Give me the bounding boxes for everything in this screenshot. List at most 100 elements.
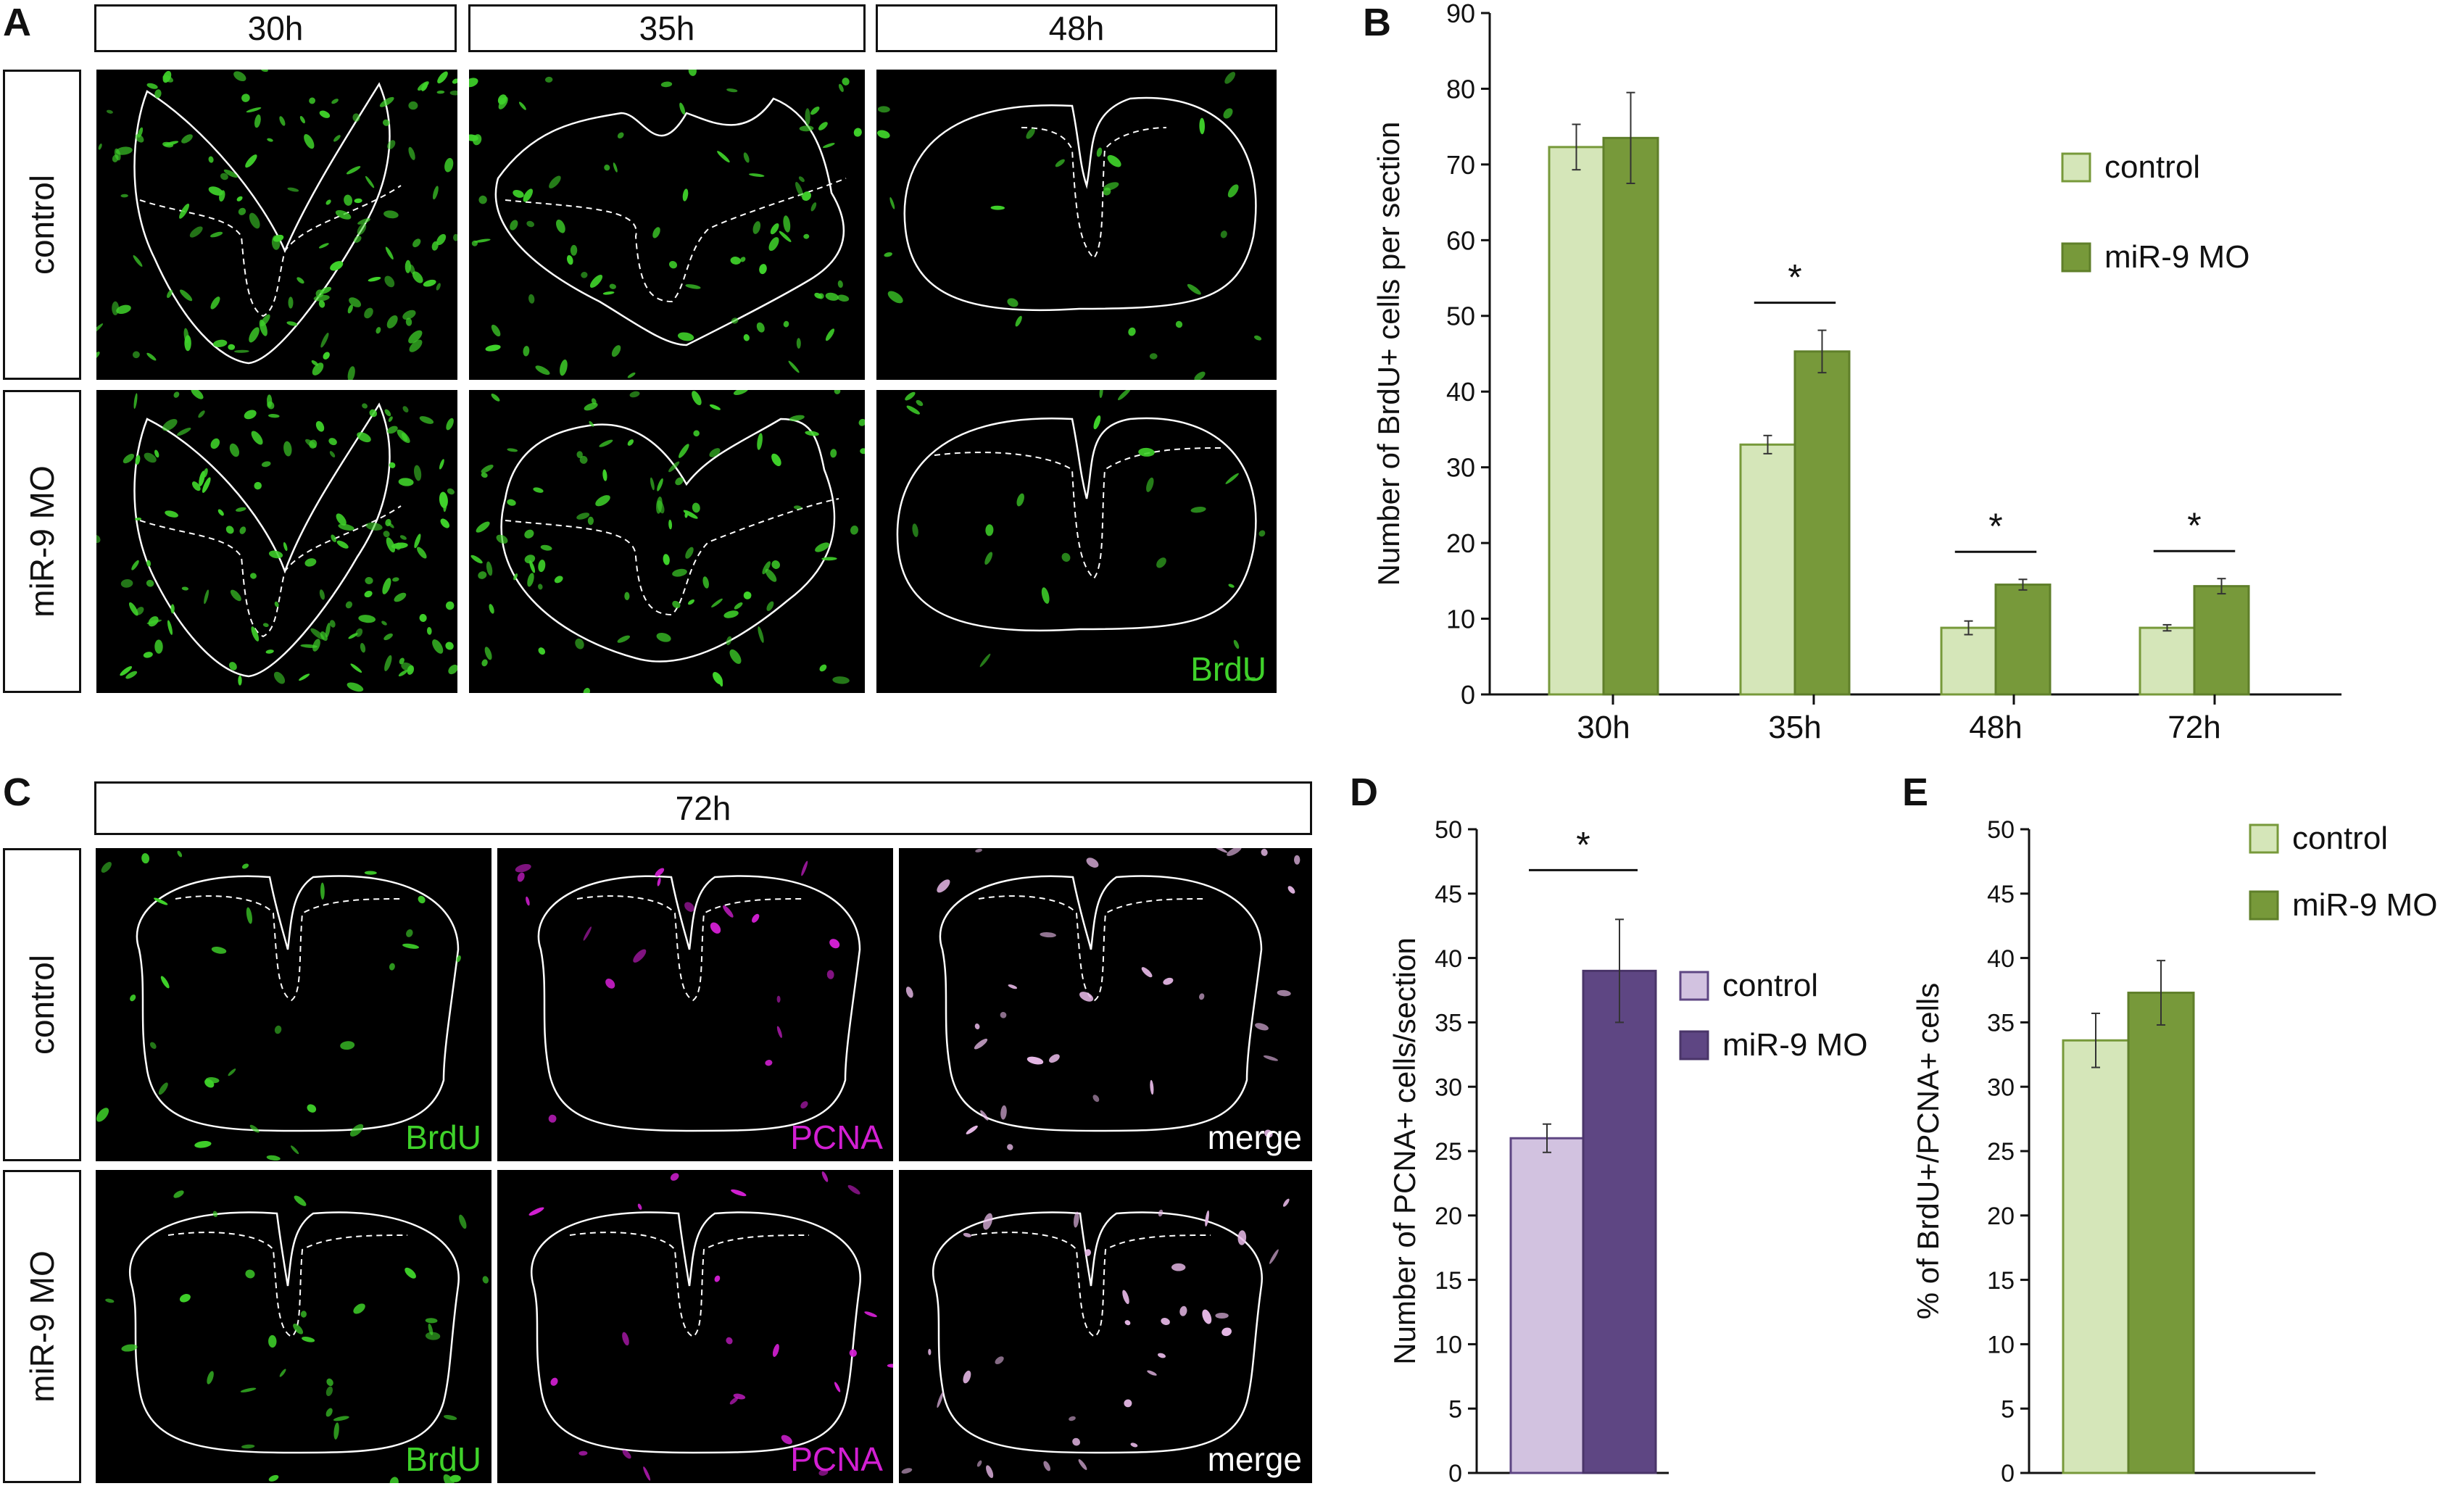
legend-swatch <box>1679 1030 1709 1060</box>
cell-signal <box>1099 390 1103 399</box>
y-tick-label: 5 <box>2001 1395 2015 1423</box>
cell-signal <box>349 1124 364 1137</box>
panel-a-image-48h-mo: BrdU <box>876 390 1277 693</box>
cell-signal <box>325 1408 333 1417</box>
cell-signal <box>822 143 835 149</box>
cell-signal <box>331 534 337 542</box>
cell-signal <box>829 939 840 949</box>
cell-signal <box>1293 855 1301 865</box>
cell-signal <box>405 1267 416 1279</box>
y-tick-label: 45 <box>1987 881 2015 908</box>
cell-signal <box>693 430 700 437</box>
panel-a-image-35h-mo <box>469 390 865 693</box>
cell-signal <box>471 240 478 246</box>
cell-signal <box>120 665 133 676</box>
cell-signal <box>318 243 329 249</box>
neural-tube-outline-icon <box>470 390 865 693</box>
cell-signal <box>1072 1437 1081 1446</box>
panel-c-image-mo-pcna: PCNA <box>497 1170 893 1483</box>
cell-signal <box>584 402 598 411</box>
cell-signal <box>304 133 315 149</box>
cell-signal <box>692 391 702 406</box>
cell-signal <box>244 410 257 420</box>
cell-signal <box>717 151 730 163</box>
cell-signal <box>245 154 257 168</box>
cell-signal <box>364 307 373 319</box>
cell-signal <box>545 76 553 83</box>
neural-tube-outline-icon <box>96 390 457 692</box>
cell-signal <box>383 531 390 538</box>
cell-signal <box>439 491 448 509</box>
legend-label: control <box>2104 149 2200 185</box>
cell-signal <box>795 181 803 197</box>
cell-signal <box>318 300 325 308</box>
cell-signal <box>233 71 246 82</box>
significance-star: * <box>1988 506 2002 547</box>
cell-signal <box>1190 507 1206 513</box>
cell-signal <box>656 632 671 642</box>
cell-signal <box>191 390 204 399</box>
cell-signal <box>425 1332 441 1340</box>
cell-signal <box>837 294 850 302</box>
cell-signal <box>1118 390 1131 401</box>
cell-signal <box>384 409 391 417</box>
cell-signal <box>1041 587 1050 604</box>
cell-signal <box>251 626 260 642</box>
neural-tube-outline-icon <box>896 390 1266 681</box>
neural-tube-outline-icon <box>528 1171 893 1481</box>
cell-signal <box>365 522 383 531</box>
cell-signal <box>320 882 325 900</box>
cell-signal <box>802 191 811 202</box>
cell-signal <box>133 254 143 267</box>
cell-signal <box>1122 1290 1129 1305</box>
cell-signal <box>146 560 152 567</box>
cell-signal <box>605 979 615 989</box>
cell-signal <box>443 1415 457 1420</box>
y-tick-label: 10 <box>1435 1332 1462 1359</box>
cell-signal <box>799 125 814 132</box>
cell-signal <box>805 431 819 436</box>
cell-signal <box>414 534 421 549</box>
cell-signal <box>354 198 362 204</box>
cell-signal <box>583 926 592 941</box>
cell-signal <box>116 304 131 315</box>
cell-signal <box>672 568 687 577</box>
cell-signal <box>1212 848 1228 853</box>
cell-signal <box>887 291 903 304</box>
cell-signal <box>199 470 205 486</box>
bar-control-48h <box>1940 626 1997 696</box>
panel-c-image-mo-merge: merge <box>899 1170 1312 1483</box>
cell-signal <box>481 659 488 667</box>
cell-signal <box>679 102 686 115</box>
cell-signal <box>96 1108 109 1122</box>
legend-swatch <box>2249 890 2279 921</box>
cell-signal <box>629 391 640 398</box>
y-tick-label: 50 <box>1446 302 1475 331</box>
cell-signal <box>937 879 950 893</box>
cell-signal <box>194 1141 212 1148</box>
cell-signal <box>146 579 154 587</box>
cell-signal <box>554 576 563 584</box>
cell-signal <box>250 573 257 579</box>
y-axis-label: % of BrdU+/PCNA+ cells <box>1911 983 1945 1320</box>
brdu-stain-label: BrdU <box>1190 650 1266 688</box>
cell-signal <box>364 871 377 875</box>
cell-signal <box>311 360 318 366</box>
cell-signal <box>491 324 501 337</box>
cell-signal <box>315 289 324 298</box>
y-tick-label: 40 <box>1987 945 2015 973</box>
cell-signal <box>748 173 765 178</box>
cell-signal <box>325 1386 333 1396</box>
cell-signal <box>241 1444 255 1449</box>
cell-signal <box>756 322 765 333</box>
cell-signal <box>360 643 366 653</box>
cell-signal <box>452 233 457 241</box>
cell-signal <box>1158 1209 1163 1217</box>
cell-signal <box>1199 117 1206 135</box>
cell-signal <box>515 863 531 873</box>
cell-signal <box>179 1294 191 1303</box>
cell-signal <box>249 1124 260 1133</box>
cell-signal <box>219 190 225 202</box>
cell-signal <box>309 97 316 104</box>
cell-signal <box>528 1207 544 1216</box>
